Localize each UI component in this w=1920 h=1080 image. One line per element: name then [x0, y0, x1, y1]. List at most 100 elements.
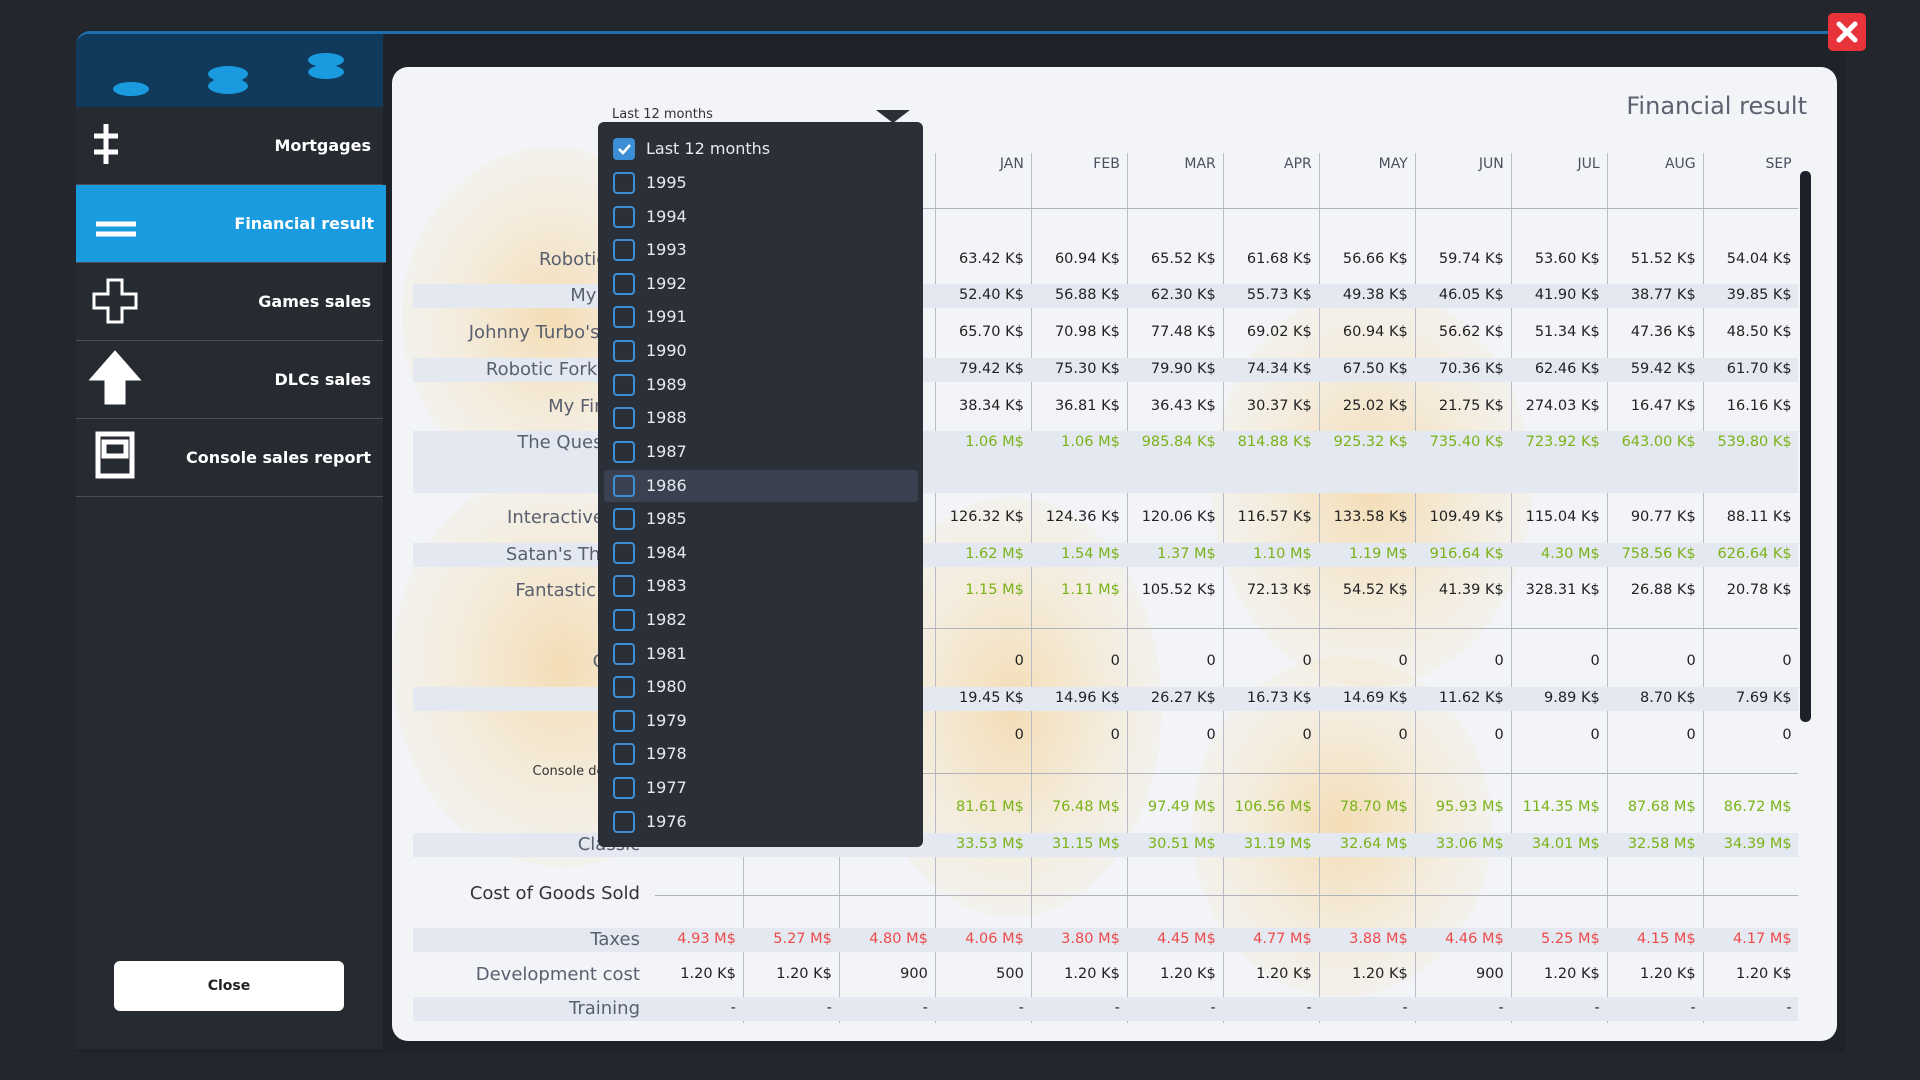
option-label: 1985	[646, 509, 687, 529]
checkbox[interactable]	[613, 508, 635, 531]
checkbox[interactable]	[613, 608, 635, 631]
menu-icon	[94, 124, 118, 164]
cell-value: 59.74 K$	[1438, 250, 1504, 267]
dropdown-option[interactable]: 1990	[604, 335, 918, 367]
menu-item[interactable]: Financial result	[76, 185, 386, 263]
dropdown-arrow[interactable]	[876, 110, 912, 124]
checkbox[interactable]	[613, 205, 635, 228]
close-x[interactable]	[1828, 13, 1866, 51]
dropdown-option[interactable]: 1979	[604, 705, 918, 737]
dropdown-option[interactable]: 1982	[604, 604, 918, 636]
scrollbar[interactable]	[1800, 171, 1811, 722]
checkbox[interactable]	[613, 239, 635, 262]
close-button[interactable]: Close	[114, 961, 344, 1011]
cell-value: 0	[1686, 653, 1696, 670]
cell-value: 16.47 K$	[1630, 397, 1696, 414]
cell-value: 74.34 K$	[1246, 360, 1312, 377]
menu-item[interactable]: Mortgages	[76, 107, 383, 185]
cell-value: 41.90 K$	[1534, 287, 1600, 304]
checkbox[interactable]	[613, 743, 635, 766]
cell-value: 0	[1686, 726, 1696, 743]
dropdown-option[interactable]: 1976	[604, 806, 918, 838]
option-label: 1981	[646, 643, 687, 663]
cell-value: 4.17 M$	[1733, 931, 1792, 948]
cell-value: 116.57 K$	[1237, 508, 1312, 525]
cell-value: 1.54 M$	[1061, 545, 1120, 562]
checkbox[interactable]	[613, 440, 635, 463]
cell-value: 26.88 K$	[1630, 582, 1696, 599]
cell-value: 758.56 K$	[1621, 545, 1696, 562]
checkbox[interactable]	[613, 172, 635, 194]
checkbox[interactable]	[613, 407, 635, 430]
option-label: 1990	[646, 341, 687, 361]
dropdown-option[interactable]: 1987	[604, 436, 918, 468]
cell-value: 0	[1590, 726, 1600, 743]
checkbox[interactable]	[613, 777, 635, 800]
dropdown-option[interactable]: Last 12 months	[604, 133, 918, 165]
option-label: 1992	[646, 273, 687, 293]
cell-value: 38.34 K$	[958, 397, 1024, 414]
dropdown-option[interactable]: 1994	[604, 201, 918, 233]
x-icon	[1836, 21, 1858, 43]
checkbox[interactable]	[613, 272, 635, 295]
cell-value: 62.46 K$	[1534, 360, 1600, 377]
column-divider	[935, 153, 937, 1023]
dropdown-option[interactable]: 1984	[604, 537, 918, 569]
cell-value: 14.96 K$	[1054, 690, 1120, 707]
checkbox[interactable]	[613, 709, 635, 732]
row-stripe	[413, 928, 1798, 953]
menu-item[interactable]: Games sales	[76, 263, 383, 341]
checkbox[interactable]	[613, 474, 635, 497]
dropdown-option[interactable]: 1989	[604, 369, 918, 401]
checkbox[interactable]	[613, 373, 635, 396]
cell-value: 900	[900, 965, 928, 982]
dropdown-option[interactable]: 1981	[604, 638, 918, 670]
cell-value: 41.39 K$	[1438, 582, 1504, 599]
checkbox[interactable]	[613, 810, 635, 833]
cell-value: 4.93 M$	[677, 931, 736, 948]
cell-value: 47.36 K$	[1630, 324, 1696, 341]
dropdown-option[interactable]: 1995	[604, 167, 918, 199]
menu-item[interactable]: DLCs sales	[76, 341, 383, 419]
dropdown-option[interactable]: 1980	[604, 671, 918, 703]
cell-value: 78.70 M$	[1339, 799, 1408, 816]
cell-value: 51.34 K$	[1534, 324, 1600, 341]
menu-icon	[92, 278, 138, 324]
checkbox[interactable]	[613, 676, 635, 699]
checkbox[interactable]	[613, 541, 635, 564]
cell-value: -	[1498, 999, 1504, 1016]
menu-item[interactable]: Console sales report	[76, 419, 383, 497]
cell-value: 0	[1302, 653, 1312, 670]
section-line	[655, 628, 1798, 630]
dropdown-option[interactable]: 1991	[604, 301, 918, 333]
dropdown-option[interactable]: 1985	[604, 503, 918, 535]
option-label: Last 12 months	[646, 139, 771, 159]
dropdown-option[interactable]: 1978	[604, 738, 918, 770]
option-label: 1982	[646, 609, 687, 629]
cell-value: 53.60 K$	[1534, 250, 1600, 267]
cell-value: 31.15 M$	[1051, 835, 1120, 852]
cell-value: 87.68 M$	[1627, 799, 1696, 816]
dropdown-option[interactable]: 1993	[604, 234, 918, 266]
checkbox[interactable]	[613, 138, 635, 161]
cell-value: 32.64 M$	[1339, 835, 1408, 852]
dropdown-option[interactable]: 1986	[604, 469, 918, 502]
cell-value: 67.50 K$	[1342, 360, 1408, 377]
column-header: MAR	[1184, 156, 1216, 173]
cell-value: 916.64 K$	[1429, 545, 1504, 562]
dropdown-option[interactable]: 1992	[604, 268, 918, 300]
checkbox[interactable]	[613, 642, 635, 665]
dropdown-option[interactable]: 1988	[604, 402, 918, 434]
cell-value: 0	[1398, 653, 1408, 670]
dropdown-option[interactable]: 1983	[604, 570, 918, 602]
option-label: 1979	[646, 710, 687, 730]
dropdown-label[interactable]: Last 12 months	[612, 107, 713, 122]
checkbox[interactable]	[613, 340, 635, 363]
cell-value: 70.98 K$	[1054, 324, 1120, 341]
checkbox[interactable]	[613, 575, 635, 598]
checkbox[interactable]	[613, 306, 635, 329]
dropdown-option[interactable]: 1977	[604, 772, 918, 804]
cell-value: 60.94 K$	[1342, 324, 1408, 341]
cell-value: 900	[1476, 965, 1504, 982]
column-divider	[1511, 153, 1513, 1023]
